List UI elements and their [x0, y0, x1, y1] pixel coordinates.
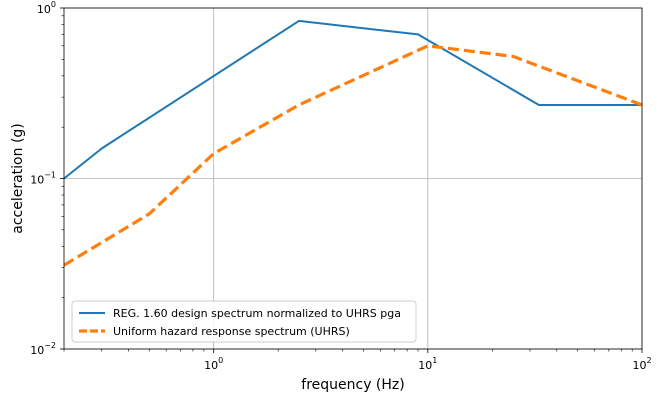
- x-tick-label: 100: [204, 356, 223, 372]
- y-tick-label: 100: [37, 0, 56, 16]
- x-axis-label: frequency (Hz): [301, 377, 404, 393]
- x-tick-label: 102: [632, 356, 651, 372]
- y-axis-label: acceleration (g): [10, 123, 26, 234]
- x-tick-label: 101: [418, 356, 437, 372]
- series-layer: [64, 19, 642, 267]
- legend-label-2: Uniform hazard response spectrum (UHRS): [113, 325, 350, 338]
- series-line-1: [64, 19, 642, 180]
- y-tick-label: 10−2: [30, 341, 56, 357]
- axis-ticks: 100 101 102 10−2 10−1 100: [30, 0, 651, 372]
- series-line-2: [64, 44, 642, 267]
- legend-label-1: REG. 1.60 design spectrum normalized to …: [113, 307, 401, 320]
- y-tick-label: 10−1: [30, 171, 56, 187]
- legend: REG. 1.60 design spectrum normalized to …: [71, 300, 417, 343]
- legend-box: [71, 300, 417, 343]
